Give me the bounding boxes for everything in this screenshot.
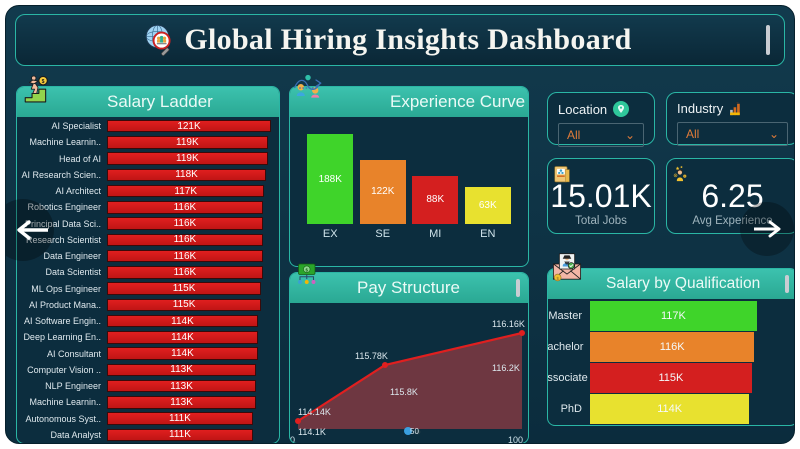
svg-text:114.14K: 114.14K <box>298 407 331 417</box>
svg-text:116.16K: 116.16K <box>492 319 525 329</box>
svg-text:$: $ <box>42 79 45 85</box>
svg-text:100: 100 <box>508 435 523 443</box>
svg-text:50: 50 <box>410 427 419 436</box>
svg-text:0: 0 <box>290 435 295 443</box>
svg-text:116.2K: 116.2K <box>492 363 520 373</box>
svg-text:114.1K: 114.1K <box>298 427 326 437</box>
svg-text:115.8K: 115.8K <box>390 387 418 397</box>
svg-text:115.78K: 115.78K <box>355 351 388 361</box>
